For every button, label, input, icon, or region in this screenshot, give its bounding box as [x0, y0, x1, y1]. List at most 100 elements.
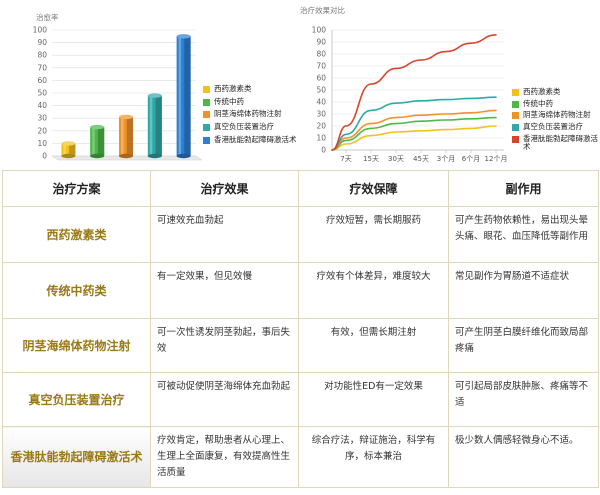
- legend-swatch: [203, 136, 210, 144]
- x-tick-label: 15天: [363, 155, 379, 163]
- y-tick-label: 90: [37, 38, 47, 47]
- x-tick-label: 12个月: [485, 155, 508, 163]
- x-tick-label: 45天: [413, 155, 429, 163]
- legend-swatch: [203, 111, 210, 119]
- bar-top: [147, 93, 162, 98]
- row-effect: 可速效充血勃起: [150, 206, 299, 263]
- y-tick-label: 30: [37, 114, 47, 123]
- legend-item: 传统中药: [512, 99, 598, 109]
- series-line: [331, 125, 497, 151]
- bar-base: [147, 153, 162, 159]
- y-tick-label: 20: [37, 126, 47, 135]
- y-tick-label: 70: [37, 63, 47, 72]
- y-tick-label: 30: [316, 110, 326, 119]
- header-effect: 治疗效果: [150, 170, 299, 207]
- row-side-effect: 可产生阴茎白膜纤维化而致局部疼痛: [448, 318, 599, 373]
- bar-base: [176, 153, 191, 159]
- legend-label: 西药激素类: [523, 87, 561, 96]
- y-tick-label: 100: [33, 26, 48, 35]
- table-row: 阴茎海绵体药物注射 可一次性诱发阴茎勃起，事后失效 有效，但需长期注射 可产生阴…: [2, 318, 599, 373]
- table-row: 真空负压装置治疗 可被动促使阴茎海绵体充血勃起 对功能性ED有一定效果 可引起局…: [2, 372, 599, 427]
- y-tick-label: 100: [312, 26, 327, 35]
- legend-swatch: [512, 135, 519, 143]
- row-plan-name: 阴茎海绵体药物注射: [2, 318, 151, 373]
- row-guarantee: 有效，但需长期注射: [298, 318, 449, 373]
- row-side-effect: 可产生药物依赖性，易出现头晕头痛、眼花、血压降低等副作用: [448, 206, 599, 263]
- bar-shade: [184, 36, 191, 156]
- legend-item: 香港肽能勃起障碍激活术: [203, 134, 298, 145]
- row-plan-name: 传统中药类: [2, 262, 151, 319]
- bar-top: [61, 141, 76, 146]
- legend-item: 西药激素类: [203, 84, 298, 94]
- legend-item: 阴茎海绵体药物注射: [203, 110, 298, 119]
- legend-swatch: [203, 98, 210, 106]
- charts-area: 治愈率 0 10 20 30 40 50 60 70 80 90 100 西药激素类 传统中药 阴茎海绵体…: [0, 0, 600, 168]
- legend-item: 传统中药: [203, 96, 298, 107]
- bar-highlight: [149, 95, 153, 156]
- bar-base: [90, 153, 105, 159]
- line-chart: 治疗效果对比 0 10 20 30 40 50 60 70 80 90 100 7天 15天 30天 45天 3…: [300, 5, 508, 163]
- bar-shade: [126, 116, 133, 156]
- row-guarantee: 疗效短暂，需长期服药: [298, 206, 449, 263]
- row-guarantee: 疗效有个体差异，难度较大: [298, 262, 449, 319]
- bar-base: [119, 153, 133, 159]
- legend-label: 阴茎海绵体药物注射: [214, 109, 282, 119]
- row-effect: 有一定效果，但见效慢: [150, 262, 299, 319]
- legend-label: 阴茎海绵体药物注射: [523, 110, 591, 120]
- row-side-effect: 极少数人偶感轻微身心不适。: [448, 426, 599, 488]
- y-tick-label: 50: [37, 89, 47, 98]
- row-effect: 疗效肯定，帮助患者从心理上、生理上全面康复，有效提高性生活质量: [150, 426, 299, 488]
- legend-swatch: [512, 123, 519, 131]
- line-chart-legend: 西药激素类 传统中药 阴茎海绵体药物注射 真空负压装置治疗 香港肽能勃起障碍激活术: [512, 87, 598, 155]
- header-side-effect: 副作用: [448, 170, 599, 207]
- y-tick-label: 0: [321, 146, 326, 155]
- header-guarantee: 疗效保障: [298, 170, 449, 207]
- row-effect: 可一次性诱发阴茎勃起，事后失效: [150, 318, 299, 373]
- y-tick-label: 90: [316, 38, 326, 47]
- legend-swatch: [512, 112, 519, 120]
- bar-shade: [155, 95, 162, 156]
- row-plan-name: 香港肽能勃起障碍激活术: [2, 426, 151, 488]
- legend-label: 香港肽能勃起障碍激活术: [214, 134, 297, 144]
- y-tick-label: 0: [42, 152, 47, 161]
- bar: [90, 124, 105, 159]
- row-plan-name: 西药激素类: [2, 206, 151, 263]
- y-tick-label: 20: [316, 122, 326, 131]
- x-tick-label: 6个月: [462, 155, 480, 163]
- x-tick-label: 3个月: [437, 155, 455, 163]
- legend-item: 真空负压装置治疗: [512, 121, 598, 132]
- bar-chart-legend: 西药激素类传统中药阴茎海绵体药物注射真空负压装置治疗香港肽能勃起障碍激活术: [203, 84, 298, 148]
- bar: [147, 93, 162, 159]
- bar-highlight: [178, 36, 182, 156]
- table-row: 西药激素类 可速效充血勃起 疗效短暂，需长期服药 可产生药物依赖性，易出现头晕头…: [2, 206, 599, 263]
- y-tick-label: 80: [316, 50, 326, 59]
- row-guarantee: 综合疗法，辩证施治，科学有序，标本兼治: [298, 426, 449, 488]
- bar: [176, 34, 191, 159]
- legend-swatch: [203, 86, 210, 93]
- series-line: [331, 34, 497, 151]
- bar-highlight: [63, 143, 66, 156]
- legend-swatch: [512, 100, 519, 108]
- series-line: [331, 96, 497, 151]
- bar-shade: [69, 143, 76, 156]
- legend-label: 传统中药: [214, 96, 244, 106]
- bar-base: [61, 153, 76, 159]
- row-guarantee: 对功能性ED有一定效果: [298, 372, 449, 427]
- bar-top: [119, 114, 133, 120]
- bar-chart: 治愈率 0 10 20 30 40 50 60 70 80 90 100: [33, 12, 203, 161]
- bar-top: [176, 34, 191, 39]
- legend-item: 真空负压装置治疗: [203, 122, 298, 132]
- series-line: [331, 109, 497, 151]
- legend-swatch: [203, 123, 210, 131]
- row-plan-name: 真空负压装置治疗: [2, 372, 151, 427]
- legend-label: 西药激素类: [214, 84, 252, 93]
- bar-highlight: [121, 116, 124, 156]
- y-tick-label: 40: [37, 101, 47, 110]
- bar: [119, 114, 133, 159]
- bar-top: [90, 124, 105, 130]
- table-header-row: 治疗方案 治疗效果 疗效保障 副作用: [2, 170, 599, 207]
- legend-label: 真空负压装置治疗: [523, 121, 583, 131]
- y-tick-label: 60: [316, 74, 326, 83]
- legend-item: 西药激素类: [512, 87, 598, 97]
- y-tick-label: 10: [37, 139, 47, 148]
